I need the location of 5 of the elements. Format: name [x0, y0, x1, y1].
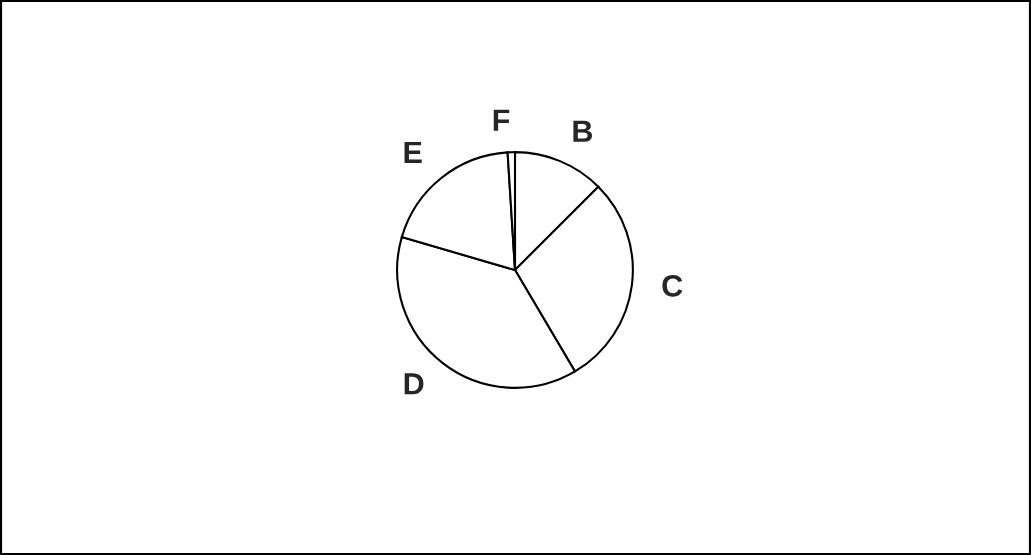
slice-label: D [404, 373, 424, 395]
slice-label: B [573, 120, 593, 142]
slice-label: F [493, 109, 510, 131]
slice-label: E [404, 141, 422, 163]
slice-label: C [662, 275, 683, 297]
